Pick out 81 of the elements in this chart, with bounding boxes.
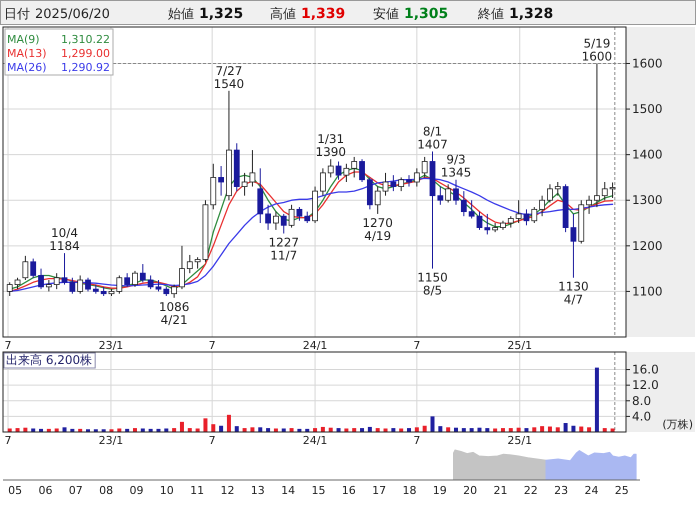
x-tick-label: 20 (463, 484, 478, 497)
x-tick-label: 18 (402, 484, 416, 497)
annotation: 1540 (214, 76, 244, 91)
annotation: 1184 (49, 239, 80, 254)
text: 日付 (4, 7, 30, 22)
chart-title: 出来高 6,200株 (6, 353, 92, 367)
x-tick-label: 16 (342, 484, 356, 497)
y-tick-label: 1400 (632, 148, 663, 162)
annotation: 8/5 (422, 284, 442, 298)
text: 1,339 (301, 6, 346, 22)
y-tick-label: 1500 (632, 102, 663, 116)
x-tick-label: 25/1 (507, 434, 532, 447)
x-tick-label: 24 (584, 484, 598, 497)
x-tick-label: 23 (554, 484, 568, 497)
annotation: 4/21 (160, 312, 188, 327)
x-tick-label: 23/1 (98, 434, 124, 447)
x-tick-label: 05 (8, 484, 22, 497)
x-tick-label: 19 (432, 484, 447, 497)
y-tick-label: 1200 (632, 238, 663, 253)
annotation: 1390 (315, 145, 346, 160)
annotation: 7/27 (215, 64, 242, 78)
x-tick-label: 17 (372, 484, 386, 497)
text: 終値 (477, 7, 504, 22)
annotation: 1,290.92 (61, 61, 110, 74)
text: 始値 (168, 7, 194, 22)
annotation: 1227 (268, 236, 300, 250)
annotation: 11/7 (270, 248, 298, 263)
x-tick-label: 08 (99, 484, 114, 497)
annotation: 1,299.00 (61, 47, 110, 60)
x-tick-label: 13 (250, 484, 265, 497)
y-axis-title: (万株) (662, 418, 693, 431)
y-tick-label: 1100 (632, 284, 663, 298)
x-tick-label: 7 (208, 434, 216, 447)
text: 高値 (270, 6, 296, 22)
annotation: 4/19 (364, 228, 392, 243)
annotation: 1150 (417, 270, 448, 285)
x-tick-label: 07 (68, 484, 83, 497)
annotation: 1270 (362, 216, 393, 230)
annotation: 1086 (158, 300, 190, 314)
x-tick-label: 24/1 (302, 434, 328, 447)
x-tick-label: 7 (208, 339, 216, 352)
annotation: 4/7 (564, 292, 584, 307)
x-tick-label: 22 (524, 484, 538, 497)
annotation: 5/19 (583, 36, 610, 50)
y-tick-label: 16.0 (632, 362, 659, 377)
y-tick-label: 1600 (632, 56, 663, 70)
x-tick-label: 23/1 (98, 339, 124, 352)
x-tick-label: 15 (311, 484, 326, 497)
x-tick-label: 11 (190, 484, 204, 497)
x-tick-label: 24/1 (302, 339, 328, 352)
legend: MA(9) 1,310.22 MA(13) 1,299.00 MA(26) 1,290.92 (4, 28, 114, 76)
annotation: 1407 (417, 137, 448, 152)
x-tick-label: 09 (129, 484, 144, 497)
x-tick-label: 7 (4, 339, 12, 352)
annotation: 1130 (558, 280, 589, 294)
text: 1,305 (404, 6, 448, 22)
y-tick-label: 12.0 (632, 378, 659, 392)
text: 2025/06/20 (35, 7, 110, 22)
annotation: 8/1 (422, 124, 442, 138)
annotation: 1600 (582, 49, 612, 64)
y-tick-label: 1300 (632, 193, 663, 208)
text: 安値 (373, 6, 399, 22)
annotation: 10/4 (51, 226, 78, 240)
x-tick-label: 7 (413, 434, 420, 447)
x-tick-label: 25 (614, 484, 629, 497)
x-tick-label: 7 (4, 434, 12, 447)
x-tick-label: 10 (160, 484, 174, 497)
y-tick-label: 8.0 (632, 394, 652, 408)
text: 1,328 (509, 6, 554, 22)
x-tick-label: 06 (38, 484, 52, 497)
x-tick-label: 25/1 (507, 339, 532, 352)
x-tick-label: 7 (413, 339, 420, 352)
x-tick-label: 21 (493, 484, 508, 497)
annotation: 9/3 (446, 152, 466, 167)
text: 1,325 (199, 6, 244, 22)
annotation: 1/31 (317, 132, 344, 146)
annotation: 1,310.22 (61, 33, 110, 46)
annotation: 1345 (440, 166, 472, 180)
y-tick-label: 4.0 (632, 409, 652, 424)
x-tick-label: 14 (281, 484, 296, 497)
x-tick-label: 12 (220, 484, 234, 497)
